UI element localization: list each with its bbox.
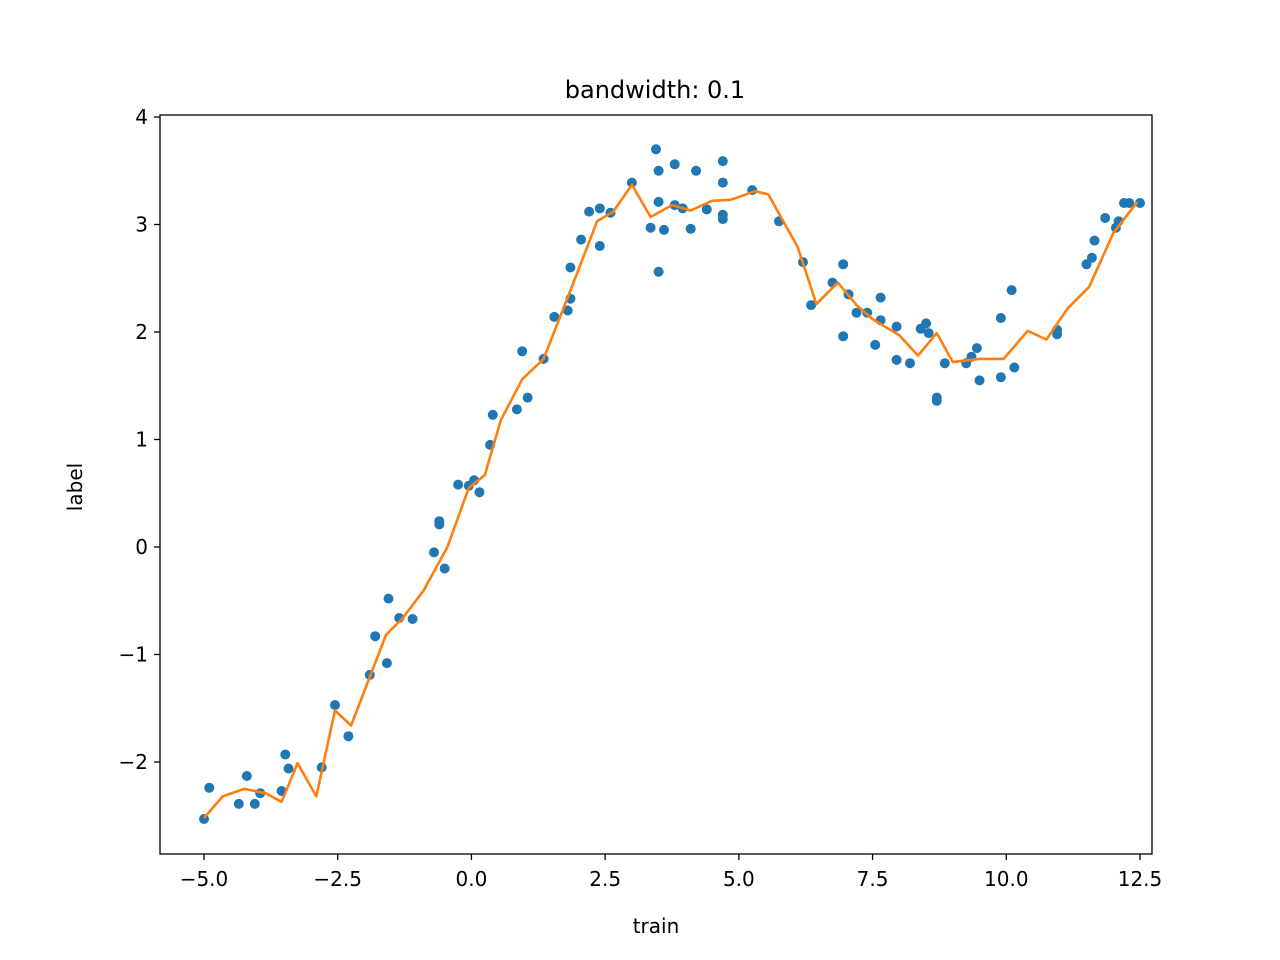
scatter-point	[626, 177, 637, 188]
scatter-point	[653, 165, 664, 176]
scatter-point	[974, 375, 985, 386]
x-tick-label: −2.5	[313, 867, 362, 891]
scatter-point	[283, 763, 294, 774]
scatter-point	[594, 203, 605, 214]
scatter-point	[549, 311, 560, 322]
scatter-point	[474, 487, 485, 498]
scatter-series	[199, 144, 1145, 824]
x-tick-label: 12.5	[1118, 867, 1163, 891]
scatter-point	[517, 346, 528, 357]
scatter-point	[576, 234, 587, 245]
scatter-point	[645, 222, 656, 233]
scatter-point	[381, 658, 392, 669]
scatter-point	[891, 354, 902, 365]
scatter-point	[875, 292, 886, 303]
scatter-point	[429, 547, 439, 558]
scatter-point	[241, 771, 252, 781]
scatter-point	[691, 165, 702, 176]
scatter-point	[1089, 235, 1100, 246]
scatter-point	[851, 307, 862, 318]
scatter-point	[921, 318, 932, 329]
x-tick-label: 0.0	[456, 867, 488, 891]
scatter-point	[343, 731, 354, 742]
chart-title: bandwidth: 0.1	[565, 76, 745, 104]
scatter-point	[487, 409, 498, 420]
scatter-point	[565, 262, 576, 273]
scatter-point	[971, 343, 982, 354]
x-tick-label: 5.0	[723, 867, 755, 891]
scatter-point	[330, 700, 340, 710]
scatter-point	[838, 331, 849, 342]
y-tick-label: 2	[135, 320, 148, 344]
scatter-point	[1086, 252, 1097, 263]
scatter-point	[407, 614, 418, 624]
scatter-point	[453, 479, 464, 490]
x-tick-label: 2.5	[589, 867, 621, 891]
scatter-point	[233, 798, 244, 809]
y-tick-label: 0	[135, 535, 148, 559]
y-axis: −2 −1 0 1 2 3 4	[119, 105, 160, 774]
x-tick-label: 7.5	[857, 867, 889, 891]
scatter-point	[653, 196, 664, 207]
scatter-point	[806, 300, 817, 311]
plot-area	[199, 144, 1145, 824]
scatter-point	[249, 798, 260, 809]
scatter-point	[1006, 285, 1017, 296]
scatter-point	[1009, 362, 1020, 373]
scatter-point	[434, 519, 445, 530]
scatter-point	[931, 395, 942, 406]
regression-line	[203, 183, 1139, 819]
scatter-point	[659, 224, 669, 235]
scatter-point	[594, 241, 605, 251]
x-axis-label: train	[633, 914, 680, 938]
scatter-point	[562, 305, 573, 316]
scatter-point	[522, 392, 533, 403]
scatter-point	[511, 404, 522, 415]
scatter-point	[923, 328, 934, 339]
scatter-point	[717, 177, 728, 188]
y-tick-label: −1	[119, 643, 148, 667]
scatter-point	[669, 159, 680, 170]
scatter-point	[891, 321, 902, 332]
scatter-point	[905, 358, 915, 369]
scatter-point	[995, 372, 1006, 383]
x-tick-label: −5.0	[180, 867, 229, 891]
x-tick-label: 10.0	[984, 867, 1029, 891]
y-tick-label: 4	[135, 105, 148, 129]
x-axis: −5.0 −2.5 0.0 2.5 5.0 7.5 10.0 12.5	[180, 854, 1163, 891]
scatter-point	[280, 749, 291, 760]
scatter-point	[939, 358, 950, 369]
scatter-point	[651, 144, 661, 155]
scatter-point	[701, 204, 712, 215]
y-tick-label: −2	[119, 750, 148, 774]
scatter-point	[383, 593, 394, 604]
scatter-point	[838, 259, 849, 270]
scatter-point	[1124, 198, 1135, 208]
plot-frame	[159, 114, 1153, 855]
scatter-point	[439, 563, 450, 574]
scatter-point	[204, 782, 215, 793]
scatter-point	[717, 156, 728, 167]
scatter-point	[1135, 198, 1145, 208]
scatter-point	[584, 206, 595, 217]
scatter-point	[653, 266, 664, 277]
y-axis-label: label	[63, 463, 87, 511]
scatter-point	[1100, 213, 1111, 223]
scatter-point	[370, 631, 381, 642]
scatter-point	[717, 214, 728, 225]
scatter-point	[685, 223, 696, 234]
y-tick-label: 1	[135, 428, 148, 452]
y-tick-label: 3	[135, 213, 148, 237]
scatter-point	[870, 339, 881, 350]
scatter-point	[995, 313, 1006, 323]
